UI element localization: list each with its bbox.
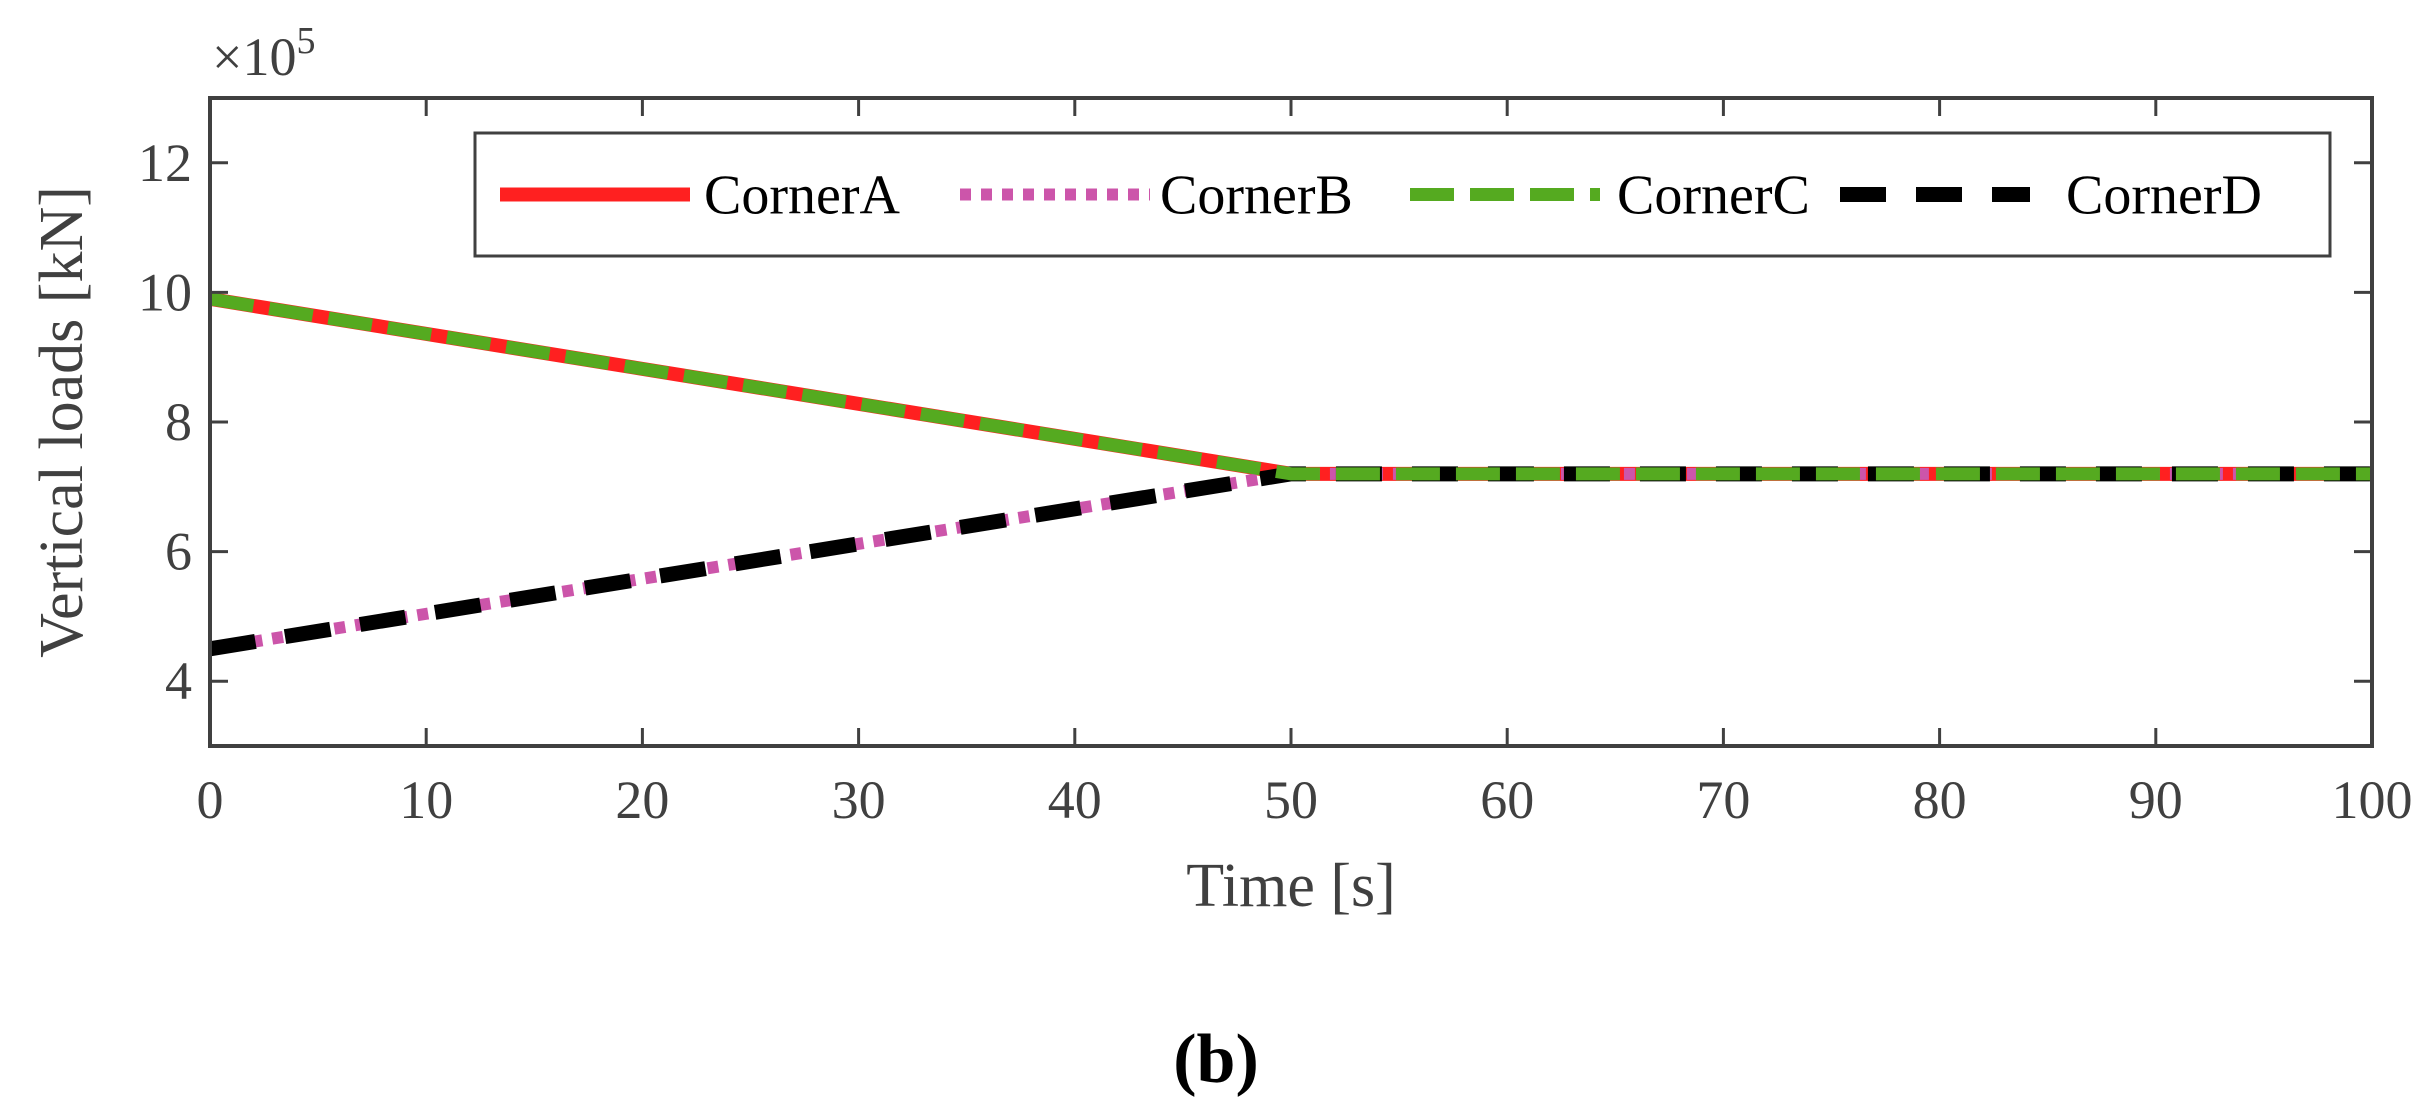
y-tick-label: 10 bbox=[138, 262, 192, 322]
series-line-cornerd bbox=[208, 466, 2372, 657]
legend: CornerA CornerB CornerC CornerD bbox=[473, 131, 2332, 258]
y-tick-label: 12 bbox=[138, 133, 192, 193]
x-tick-label: 80 bbox=[1913, 770, 1967, 830]
x-tick-label: 10 bbox=[399, 770, 453, 830]
y-ticks: 4 6 8 10 12 bbox=[138, 133, 2372, 711]
legend-label-cornerd: CornerD bbox=[2066, 165, 2262, 227]
x-tick-label: 30 bbox=[832, 770, 886, 830]
series-line-cornera bbox=[208, 291, 2372, 481]
x-tick-label: 50 bbox=[1264, 770, 1318, 830]
y-multiplier: ×105 bbox=[212, 20, 315, 87]
legend-label-cornerc: CornerC bbox=[1617, 165, 1810, 227]
series-line-cornerb bbox=[209, 467, 2372, 655]
y-tick-label: 6 bbox=[165, 522, 192, 582]
x-tick-label: 40 bbox=[1048, 770, 1102, 830]
y-tick-label: 4 bbox=[165, 651, 192, 711]
y-multiplier-exponent: 5 bbox=[296, 20, 315, 62]
x-axis-title: Time [s] bbox=[1186, 852, 1396, 920]
legend-label-cornera: CornerA bbox=[704, 165, 901, 227]
x-tick-label: 90 bbox=[2129, 770, 2183, 830]
y-tick-label: 8 bbox=[165, 392, 192, 452]
figure-caption: (b) bbox=[1173, 1021, 1259, 1098]
x-ticks: 0 10 20 30 40 50 60 70 80 90 100 bbox=[197, 98, 2413, 830]
legend-label-cornerb: CornerB bbox=[1160, 165, 1353, 227]
y-axis-title: Vertical loads [kN] bbox=[28, 186, 96, 658]
x-tick-label: 60 bbox=[1480, 770, 1534, 830]
plot-series bbox=[208, 291, 2372, 657]
series-line-cornerc bbox=[208, 292, 2372, 481]
x-tick-label: 100 bbox=[2332, 770, 2413, 830]
x-tick-label: 0 bbox=[197, 770, 224, 830]
x-tick-label: 20 bbox=[615, 770, 669, 830]
x-tick-label: 70 bbox=[1696, 770, 1750, 830]
